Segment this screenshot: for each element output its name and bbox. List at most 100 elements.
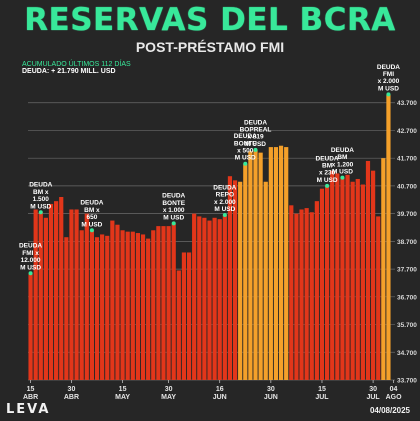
debt-annotation-line: M USD — [245, 141, 266, 148]
bar — [74, 209, 79, 380]
bar — [222, 215, 227, 380]
bar — [284, 147, 289, 380]
y-tick-label: 36.700 — [397, 294, 417, 301]
bar — [89, 230, 95, 380]
bar — [330, 170, 335, 380]
debt-annotation-line: DEUDA — [29, 182, 52, 189]
bar — [294, 213, 299, 380]
debt-marker — [89, 228, 94, 233]
bar — [340, 177, 345, 380]
x-tick-month: AGO — [386, 394, 403, 401]
bar — [371, 170, 376, 380]
debt-marker — [243, 161, 248, 166]
bar — [94, 237, 100, 380]
debt-annotation-line: DEUDA — [80, 200, 103, 207]
debt-annotation-line: DEUDA — [213, 184, 236, 191]
bar — [299, 209, 304, 380]
bar — [355, 178, 360, 380]
debt-annotation-line: BONTE — [162, 200, 185, 207]
y-tick-label: 41.700 — [397, 156, 417, 163]
debt-annotation-line: BM — [337, 154, 347, 161]
x-tick-day: 16 — [216, 386, 224, 393]
bar — [64, 237, 69, 380]
x-tick-day: 30 — [165, 386, 173, 393]
bar — [110, 220, 115, 380]
x-tick-day: 30 — [369, 386, 377, 393]
bar — [130, 231, 135, 380]
bar — [54, 201, 59, 380]
debt-annotation-line: M USD — [214, 206, 235, 213]
debt-annotation-line: DEUDA — [234, 133, 257, 140]
debt-annotation-line: 1.500 — [33, 196, 50, 203]
debt-annotation-line: M USD — [163, 214, 184, 221]
debt-annotation-line: DEUDA — [244, 119, 267, 126]
bar — [304, 208, 309, 380]
bar — [151, 230, 156, 380]
bar — [38, 212, 43, 380]
bar — [309, 212, 314, 380]
bar — [186, 252, 192, 380]
debt-annotation-line: x 2.000 — [214, 199, 236, 206]
debt-marker — [38, 210, 43, 215]
x-tick-day: 15 — [318, 386, 326, 393]
leva-logo: LEVA — [6, 402, 51, 417]
debt-marker — [340, 175, 345, 180]
bar — [350, 181, 355, 380]
bar — [360, 184, 365, 380]
bar — [192, 213, 197, 380]
x-tick-day: 30 — [68, 386, 76, 393]
bar — [84, 213, 89, 380]
bar — [227, 176, 233, 380]
bar — [48, 203, 54, 380]
bar — [166, 226, 171, 380]
chart-title: RESERVAS DEL BCRA — [24, 2, 396, 38]
y-tick-label: 40.700 — [397, 183, 417, 190]
bar — [181, 252, 187, 380]
debt-annotation-line: FMI x — [22, 250, 39, 257]
debt-annotation-line: FMI — [383, 71, 394, 78]
bar — [335, 173, 340, 380]
bar — [115, 224, 120, 380]
debt-annotation-line: M USD — [378, 85, 399, 92]
debt-annotation-line: M USD — [317, 177, 338, 184]
bar — [248, 151, 253, 380]
bar — [161, 226, 166, 380]
debt-annotation-line: BM x — [84, 207, 100, 214]
x-tick-day: 15 — [27, 386, 35, 393]
debt-annotation-line: M USD — [81, 221, 102, 228]
bar — [59, 197, 64, 380]
bar — [125, 231, 130, 380]
debt-annotation-line: BM x — [33, 189, 49, 196]
x-tick-month: MAY — [115, 394, 130, 401]
bar — [212, 217, 217, 380]
y-tick-label: 38.700 — [397, 239, 417, 246]
x-tick-month: JUL — [315, 394, 329, 401]
debt-annotation-line: M USD — [332, 169, 353, 176]
debt-annotation-line: M USD — [30, 203, 51, 210]
bar — [376, 216, 381, 380]
debt-annotation-line: 650 — [86, 214, 97, 221]
debt-marker — [222, 213, 227, 218]
debt-annotation-line: x 2.000 — [378, 78, 400, 85]
bar — [268, 147, 273, 380]
debt-annotation-line: BONTE — [234, 140, 257, 147]
x-tick-day: 15 — [119, 386, 127, 393]
y-tick-label: 42.700 — [397, 128, 417, 135]
debt-annotation-line: DEUDA — [331, 147, 354, 154]
bar — [120, 230, 125, 380]
debt-annotation-line: REPO — [216, 192, 234, 199]
debt-annotation-line: x 230 — [319, 170, 336, 177]
chart-subtitle: POST-PRÉSTAMO FMI — [135, 39, 285, 55]
debt-annotation-line: x 500 — [237, 148, 254, 155]
bar — [238, 181, 243, 380]
bar — [258, 152, 263, 380]
x-tick-month: JUL — [366, 394, 380, 401]
x-tick-month: JUN — [264, 394, 278, 401]
debt-annotation-line: BM — [322, 163, 332, 170]
x-tick-month: MAY — [161, 394, 176, 401]
bar — [79, 230, 84, 380]
bar — [324, 185, 330, 380]
x-tick-month: JUN — [213, 394, 227, 401]
bar — [100, 234, 105, 380]
debt-annotation-line: x 1.000 — [163, 207, 185, 214]
